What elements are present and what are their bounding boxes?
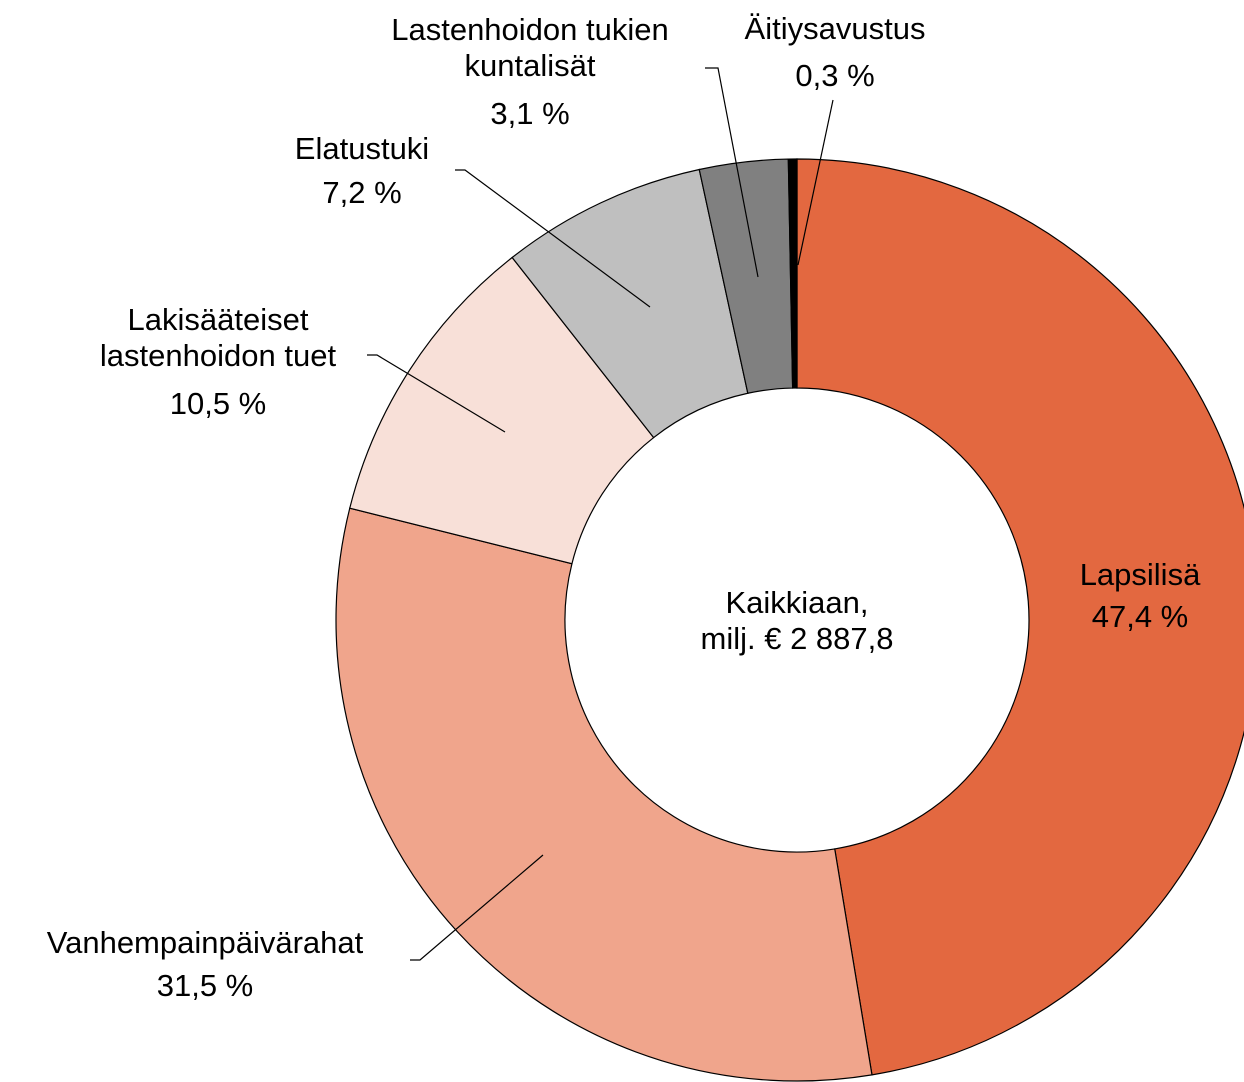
slice-value-label: 47,4 %: [1092, 599, 1189, 634]
leader-line: [455, 169, 651, 308]
leader-line: [705, 67, 759, 278]
slices: [335, 158, 1244, 1082]
slice-value-label: 31,5 %: [157, 968, 254, 1003]
slice-name: Elatustuki: [295, 131, 429, 166]
donut-slice: [335, 507, 873, 1082]
slice-value-label: 7,2 %: [322, 175, 401, 210]
slice-value-label: 0,3 %: [795, 58, 874, 93]
slice-name: Äitiysavustus: [745, 11, 926, 46]
slice-name: Lastenhoidon tukien kuntalisät: [391, 12, 669, 83]
slice-name: Vanhempainpäivärahat: [47, 925, 364, 960]
center-label: Kaikkiaan, milj. € 2 887,8: [701, 585, 894, 656]
leader-line: [367, 354, 506, 433]
slice-name: Lakisääteiset lastenhoidon tuet: [100, 302, 337, 373]
labels: Lapsilisä 47,4 % Vanhempainpäivärahat 31,5 …: [47, 11, 1201, 1003]
slice-value-label: 10,5 %: [170, 386, 267, 421]
leader-line: [797, 99, 834, 266]
donut-slice: [787, 158, 798, 389]
leader-line: [410, 854, 544, 961]
donut-slice: [796, 158, 1244, 1076]
slice-value-label: 3,1 %: [490, 96, 569, 131]
slice-name: Lapsilisä: [1080, 557, 1201, 592]
